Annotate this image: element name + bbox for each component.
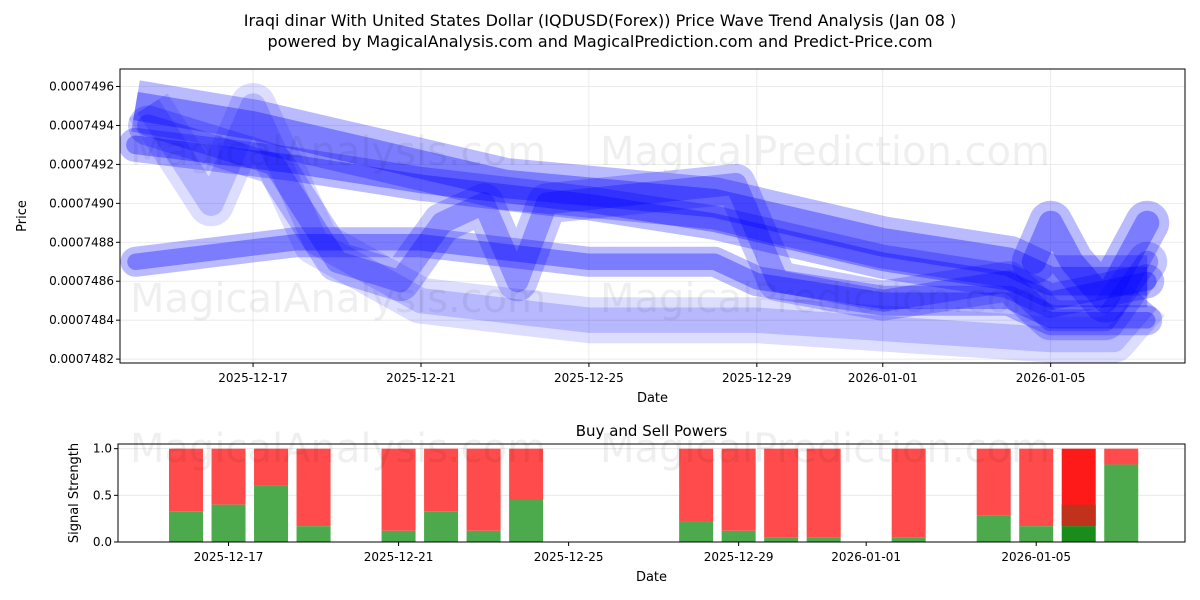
sell-power-bar (891, 448, 926, 538)
x-tick-label: 2025-12-17 (218, 371, 288, 385)
x-tick-label: 2026-01-01 (848, 371, 918, 385)
buy-power-bar (254, 485, 289, 542)
sell-power-bar (679, 448, 714, 522)
buy-power-bar (679, 521, 714, 542)
wave-series-wave-upper (126, 135, 1157, 311)
y-tick-label: 0.0007486 (49, 274, 114, 288)
y-tick-label: 0.0 (93, 535, 112, 549)
y-tick-label: 0.0007484 (49, 313, 114, 327)
watermark-analysis: MagicalAnalysis.com (130, 426, 546, 472)
buy-power-bar (1019, 526, 1054, 542)
buy-power-bar (764, 537, 799, 542)
plot-frame (117, 443, 1186, 543)
buy-power-bar (466, 530, 501, 542)
buy-power-bar (211, 504, 246, 542)
buy-power-bar (424, 511, 459, 542)
buy-power-bar (721, 530, 756, 542)
watermark-prediction: MagicalPrediction.com (600, 426, 1050, 472)
wave-lines (120, 80, 1170, 363)
chart-subtitle: powered by MagicalAnalysis.com and Magic… (267, 32, 932, 51)
x-axis-label: Date (636, 570, 667, 585)
y-tick-label: 0.0007492 (49, 157, 114, 171)
chart-title: Iraqi dinar With United States Dollar (I… (244, 11, 957, 30)
x-tick-label: 2025-12-17 (194, 550, 264, 564)
x-tick-label: 2026-01-05 (1001, 550, 1071, 564)
x-tick-label: 2026-01-05 (1016, 371, 1086, 385)
y-tick-label: 0.5 (93, 488, 112, 502)
sell-power-bar (466, 448, 501, 531)
x-tick-label: 2025-12-21 (364, 550, 434, 564)
wave-series-wave-middle (127, 234, 1156, 329)
buy-power-bar (1104, 464, 1139, 542)
wave-series-wave-blob-1 (1021, 210, 1160, 313)
sell-power-bar (721, 448, 756, 531)
sell-power-bar (976, 448, 1011, 516)
wave-series-wave-zigzag (128, 105, 1168, 341)
x-axis-label: Date (637, 391, 668, 406)
wave-series-wave-band-top (133, 91, 1148, 296)
sell-power-bar (1104, 448, 1139, 465)
sell-power-bar (254, 448, 289, 486)
wave-series-wave-blob-1 (1011, 200, 1170, 323)
watermark-prediction: MagicalPrediction.com (600, 276, 1050, 322)
buy-power-bar (1061, 526, 1096, 542)
sell-power-bar (169, 448, 204, 512)
sell-power-bar (424, 448, 459, 512)
x-tick-label: 2025-12-25 (534, 550, 604, 564)
buy-power-bar (891, 537, 926, 542)
plot-frame (119, 68, 1186, 364)
wave-series-wave-light (128, 83, 1165, 363)
y-axis-label: Price (15, 200, 30, 232)
buy-sell-power-chart: Buy and Sell Powers 2025-12-17 2025-12-21 2… (67, 422, 1186, 585)
x-tick-label: 2025-12-25 (554, 371, 624, 385)
buy-power-bar (806, 537, 841, 542)
buy-power-bar (509, 500, 544, 542)
x-tick-label: 2025-12-21 (386, 371, 456, 385)
wave-series-wave-middle (120, 227, 1163, 336)
watermark-prediction: MagicalPrediction.com (600, 129, 1050, 175)
mixed-power-bar (1061, 504, 1096, 527)
y-tick-label: 0.0007482 (49, 352, 114, 366)
y-tick-label: 0.0007490 (49, 196, 114, 210)
wave-series-wave-upper (120, 127, 1165, 318)
wave-series-wave-light (137, 93, 1157, 353)
sell-power-bar (806, 448, 841, 538)
price-wave-chart: 2025-12-17 2025-12-21 2025-12-25 2025-12-29… (15, 68, 1186, 406)
watermark-analysis: MagicalAnalysis.com (130, 129, 546, 175)
wave-series-wave-band-top (131, 80, 1148, 308)
subplot-title: Buy and Sell Powers (576, 422, 728, 440)
sell-power-bar (381, 448, 416, 531)
x-tick-label: 2025-12-29 (722, 371, 792, 385)
sell-power-bar (509, 448, 544, 500)
wave-series-wave-zigzag (137, 114, 1159, 332)
watermark-analysis: MagicalAnalysis.com (130, 276, 546, 322)
y-axis-label: Signal Strength (67, 443, 82, 543)
y-tick-label: 0.0007488 (49, 235, 114, 249)
buy-power-bar (976, 515, 1011, 542)
y-tick-label: 0.0007496 (49, 80, 114, 94)
x-tick-label: 2026-01-01 (831, 550, 901, 564)
buy-power-bar (169, 511, 204, 542)
sell-power-bar (1019, 448, 1054, 527)
sell-power-bar (296, 448, 331, 527)
buy-power-bar (296, 526, 331, 542)
x-tick-label: 2025-12-29 (704, 550, 774, 564)
sell-power-bar (764, 448, 799, 538)
sell-power-bar (211, 448, 246, 505)
y-tick-label: 1.0 (93, 442, 112, 456)
buy-power-bar (381, 530, 416, 542)
y-tick-label: 0.0007494 (49, 118, 114, 132)
